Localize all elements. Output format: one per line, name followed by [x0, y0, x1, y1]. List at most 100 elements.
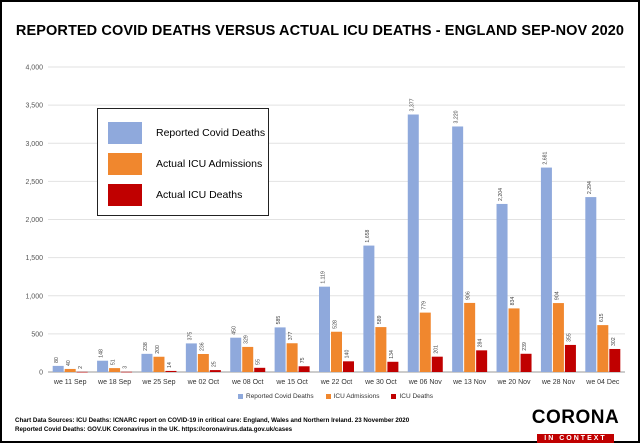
data-label: 80: [54, 357, 60, 363]
data-label: 239: [522, 342, 528, 351]
x-tick-label: we 15 Oct: [275, 379, 308, 386]
bar-2-11: [564, 344, 576, 372]
legend-swatch-icu-deaths: [108, 184, 142, 206]
data-label: 55: [256, 359, 262, 365]
y-tick-label: 2,000: [25, 217, 43, 224]
y-tick-label: 1,000: [25, 293, 43, 300]
data-label: 200: [155, 345, 161, 354]
bar-1-0: [64, 368, 76, 372]
bar-0-2: [141, 353, 153, 372]
bar-0-0: [52, 365, 64, 372]
legend-box: Reported Covid Deaths Actual ICU Admissi…: [97, 108, 269, 216]
bar-2-10: [520, 353, 532, 372]
y-tick-label: 1,500: [25, 255, 43, 262]
data-label: 51: [111, 359, 117, 365]
bar-2-5: [298, 366, 310, 372]
data-label: 14: [167, 362, 173, 368]
chart-sources: Chart Data Sources: ICU Deaths: ICNARC r…: [15, 417, 409, 434]
bottom-legend-swatch-deaths: [391, 394, 397, 399]
data-label: 355: [566, 333, 572, 342]
bottom-legend: Reported Covid Deaths ICU Admissions ICU…: [238, 393, 445, 400]
x-tick-label: we 30 Oct: [364, 379, 397, 386]
bar-2-6: [343, 361, 354, 372]
chart-title: REPORTED COVID DEATHS VERSUS ACTUAL ICU …: [15, 23, 625, 39]
data-label: 528: [333, 320, 339, 329]
y-tick-label: 3,000: [25, 141, 43, 148]
data-label: 40: [66, 360, 72, 366]
x-tick-label: we 02 Oct: [187, 379, 220, 386]
data-label: 779: [421, 301, 427, 310]
bar-0-1: [97, 360, 109, 372]
data-label: 201: [433, 345, 439, 354]
bar-1-5: [286, 343, 298, 372]
sources-line-1: Chart Data Sources: ICU Deaths: ICNARC r…: [15, 417, 410, 424]
data-label: 284: [478, 339, 484, 348]
bar-0-12: [585, 197, 597, 372]
data-label: 302: [611, 337, 617, 346]
bar-1-8: [419, 312, 431, 372]
data-label: 377: [288, 331, 294, 340]
x-tick-label: we 04 Dec: [585, 379, 620, 386]
data-label: 1,119: [321, 271, 327, 284]
bottom-legend-label-reported: Reported Covid Deaths: [246, 393, 314, 400]
data-label: 134: [389, 350, 395, 359]
legend-swatch-reported-deaths: [108, 122, 142, 144]
data-label: 3,377: [409, 98, 415, 111]
x-tick-label: we 06 Nov: [408, 379, 443, 386]
bar-1-3: [197, 354, 209, 372]
bar-1-9: [464, 302, 476, 372]
x-tick-label: we 20 Nov: [496, 379, 531, 386]
bottom-legend-swatch-reported: [238, 394, 243, 399]
bottom-legend-label-admissions: ICU Admissions: [333, 393, 380, 400]
data-label: 585: [276, 316, 282, 325]
legend-label-reported-deaths: Reported Covid Deaths: [156, 127, 266, 139]
legend-label-icu-deaths: Actual ICU Deaths: [156, 189, 243, 201]
legend-item-icu-admissions: Actual ICU Admissions: [108, 153, 262, 175]
y-tick-label: 4,000: [25, 65, 43, 72]
bar-2-4: [254, 367, 266, 372]
data-label: 238: [143, 342, 149, 351]
bar-2-9: [476, 350, 488, 372]
data-label: 148: [99, 349, 105, 358]
data-label: 3: [123, 366, 129, 369]
legend-label-icu-admissions: Actual ICU Admissions: [156, 158, 263, 170]
bottom-legend-label-deaths: ICU Deaths: [399, 393, 434, 400]
bar-1-7: [375, 327, 387, 372]
bar-0-7: [363, 245, 375, 372]
bottom-legend-item-reported: Reported Covid Deaths: [238, 393, 314, 400]
data-label: 904: [554, 291, 560, 300]
bar-0-4: [230, 337, 242, 372]
data-label: 589: [377, 315, 383, 324]
data-label: 236: [199, 342, 205, 351]
bar-1-12: [597, 325, 609, 372]
bottom-legend-item-deaths: ICU Deaths: [391, 393, 433, 400]
bottom-legend-swatch-admissions: [325, 394, 331, 399]
data-label: 2,294: [587, 181, 593, 194]
bar-2-7: [387, 361, 399, 372]
bar-1-2: [153, 356, 165, 372]
data-label: 450: [232, 326, 238, 335]
data-label: 75: [300, 357, 306, 363]
x-tick-label: we 25 Sep: [141, 379, 175, 386]
bar-2-2: [165, 370, 177, 372]
y-tick-label: 500: [31, 331, 43, 338]
bar-2-12: [609, 348, 621, 372]
bar-1-6: [331, 331, 342, 372]
y-tick-label: 0: [39, 370, 43, 377]
sources-line-2: Reported Covid Deaths: GOV.UK Coronaviru…: [15, 425, 293, 433]
x-tick-label: we 11 Sep: [53, 379, 87, 386]
bar-0-11: [540, 167, 552, 372]
bar-1-1: [109, 368, 121, 372]
legend-swatch-icu-admissions: [108, 153, 142, 175]
data-label: 329: [244, 335, 250, 344]
bar-1-4: [242, 346, 254, 372]
bar-2-1: [121, 371, 133, 373]
legend-item-reported-deaths: Reported Covid Deaths: [108, 122, 265, 144]
data-label: 375: [187, 332, 193, 341]
bar-0-6: [319, 286, 330, 372]
y-tick-label: 2,500: [25, 179, 43, 186]
data-label: 2,681: [542, 151, 548, 164]
x-tick-label: we 18 Sep: [97, 379, 131, 386]
bar-0-10: [496, 203, 508, 372]
